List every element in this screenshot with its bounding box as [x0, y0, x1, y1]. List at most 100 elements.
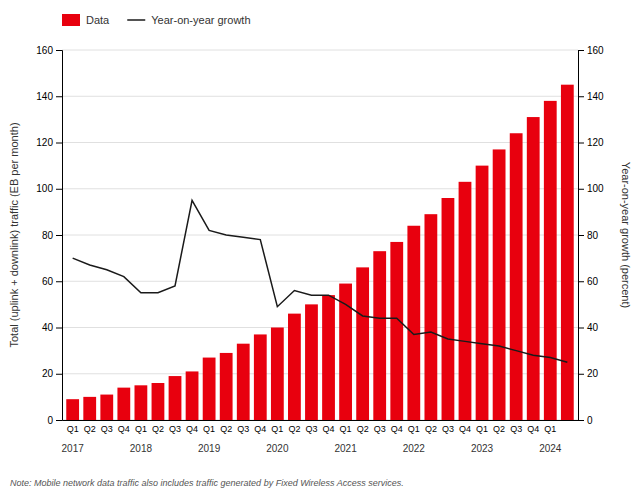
- bar: [117, 388, 130, 420]
- tick: Q2: [425, 424, 437, 434]
- tick-mark: [56, 189, 62, 190]
- tick-label: 80: [42, 230, 54, 241]
- tick: 160: [578, 45, 604, 56]
- tick-mark: [56, 281, 62, 282]
- axis-line: [63, 420, 579, 421]
- bar: [407, 226, 420, 420]
- annotation: 2021: [334, 443, 357, 454]
- tick: 20: [578, 368, 599, 379]
- tick-label: 120: [36, 137, 53, 148]
- tick-label: 20: [42, 368, 54, 379]
- tick-label: 80: [587, 230, 599, 241]
- tick: 120: [36, 137, 62, 148]
- tick: Q1: [544, 424, 556, 434]
- legend-label: Data: [86, 14, 110, 26]
- bar: [322, 295, 335, 420]
- tick: Q4: [391, 424, 403, 434]
- year-labels: 20172018201920202021202220232024: [62, 443, 562, 454]
- bar: [476, 166, 489, 420]
- tick-label: Q4: [186, 424, 198, 434]
- tick: Q2: [84, 424, 96, 434]
- tick: 40: [42, 322, 62, 333]
- tick: 20: [42, 368, 62, 379]
- bar: [203, 358, 216, 420]
- tick-label: Q2: [493, 424, 505, 434]
- tick-label: Q3: [169, 424, 181, 434]
- tick-label: Q2: [357, 424, 369, 434]
- tick-mark: [578, 420, 584, 421]
- grid-line: [62, 96, 578, 97]
- tick-label: Q2: [152, 424, 164, 434]
- tick-label: Q3: [305, 424, 317, 434]
- tick: Q1: [408, 424, 420, 434]
- tick: Q1: [271, 424, 283, 434]
- tick: 100: [578, 183, 604, 194]
- bar: [493, 149, 506, 420]
- tick: Q1: [203, 424, 215, 434]
- legend-swatch: [62, 14, 80, 26]
- tick-mark: [578, 189, 584, 190]
- tick-label: 60: [42, 276, 54, 287]
- grid-line: [62, 50, 578, 51]
- tick-label: Q1: [544, 424, 556, 434]
- axis-line: [579, 51, 585, 421]
- tick: Q1: [135, 424, 147, 434]
- tick-label: 160: [587, 45, 604, 56]
- tick-label: Q3: [442, 424, 454, 434]
- tick-mark: [578, 281, 584, 282]
- plot-area: 0204060801001201401600204060801001201401…: [8, 14, 632, 454]
- tick-label: Q4: [254, 424, 266, 434]
- tick-mark: [56, 374, 62, 375]
- tick: Q4: [527, 424, 539, 434]
- tick: Q3: [305, 424, 317, 434]
- bar: [186, 371, 199, 420]
- annotation: 2019: [198, 443, 221, 454]
- tick: Q3: [169, 424, 181, 434]
- tick: Q4: [459, 424, 471, 434]
- tick: Q4: [323, 424, 335, 434]
- tick-label: Q4: [527, 424, 539, 434]
- tick-label: 0: [587, 415, 593, 426]
- tick-mark: [56, 420, 62, 421]
- tick: 0: [578, 415, 593, 426]
- bar: [424, 214, 437, 420]
- tick-mark: [578, 96, 584, 97]
- x-axis: Q1 Q2 Q3 Q4 Q1 Q2 Q3 Q4 Q1 Q2 Q3 Q4 Q1 Q2 Q3 Q4 Q1 Q2 Q3 Q4…: [63, 421, 579, 435]
- tick: Q4: [118, 424, 130, 434]
- tick-mark: [578, 328, 584, 329]
- legend-label: Year-on-year growth: [151, 14, 250, 26]
- tick: Q2: [152, 424, 164, 434]
- grid-line: [62, 142, 578, 143]
- tick-label: Q4: [391, 424, 403, 434]
- tick-label: 140: [587, 91, 604, 102]
- tick-label: Q2: [425, 424, 437, 434]
- tick-mark: [56, 235, 62, 236]
- y-axis: 020406080100120140160: [36, 45, 62, 426]
- annotation: 2022: [403, 443, 426, 454]
- tick-label: 0: [47, 415, 53, 426]
- tick-label: Q1: [135, 424, 147, 434]
- tick-mark: [578, 50, 584, 51]
- tick-label: Q1: [340, 424, 352, 434]
- axis-line: [56, 51, 63, 421]
- tick-mark: [56, 96, 62, 97]
- tick-label: Q3: [510, 424, 522, 434]
- bar: [66, 399, 79, 420]
- tick-label: Q4: [118, 424, 130, 434]
- tick: Q3: [237, 424, 249, 434]
- tick-mark: [578, 374, 584, 375]
- tick-label: 100: [36, 183, 53, 194]
- tick-label: Q1: [408, 424, 420, 434]
- tick-label: 40: [587, 322, 599, 333]
- tick: 160: [36, 45, 62, 56]
- tick-label: 160: [36, 45, 53, 56]
- tick-label: Q3: [374, 424, 386, 434]
- tick-label: Q4: [459, 424, 471, 434]
- tick: 40: [578, 322, 599, 333]
- legend-item: Year-on-year growth: [127, 14, 250, 26]
- tick: 60: [42, 276, 62, 287]
- tick: Q1: [476, 424, 488, 434]
- tick: 140: [578, 91, 604, 102]
- tick: Q1: [67, 424, 79, 434]
- tick-mark: [56, 328, 62, 329]
